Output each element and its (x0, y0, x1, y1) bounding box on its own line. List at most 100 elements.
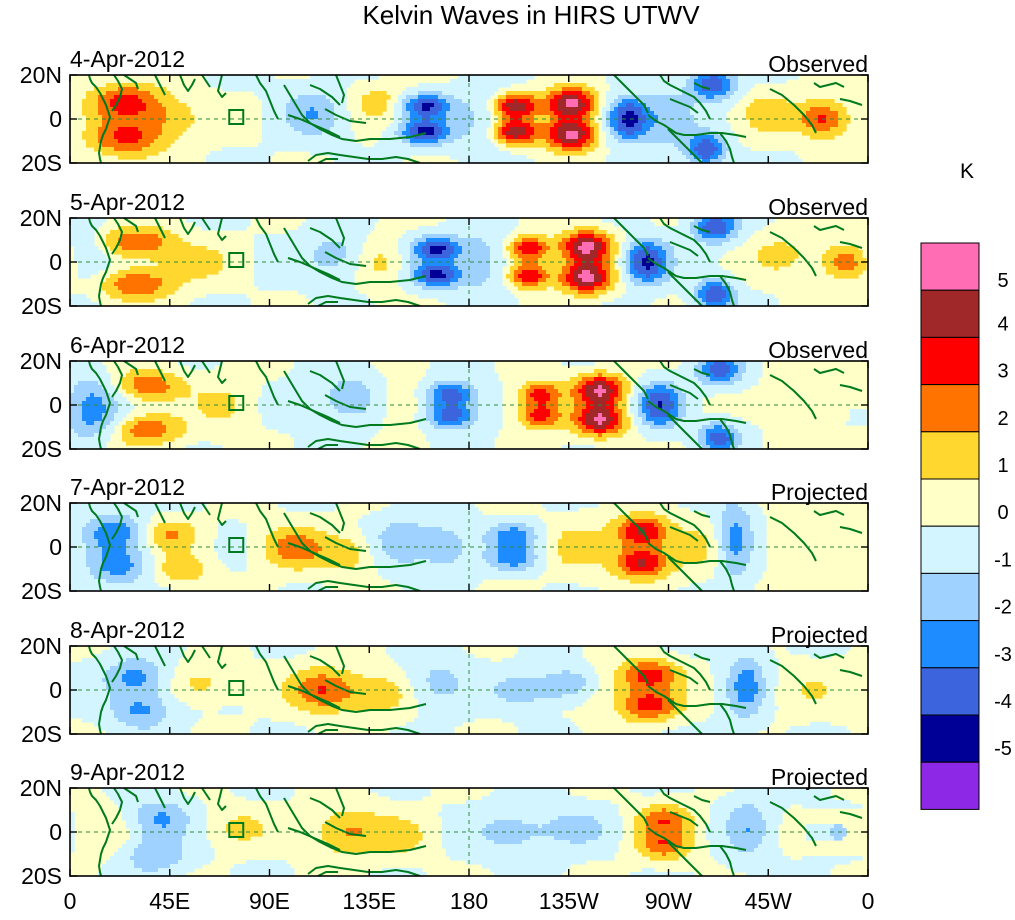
contour-cell (402, 99, 411, 104)
contour-cell (706, 361, 715, 366)
contour-cell (618, 563, 627, 568)
contour-cell (686, 79, 695, 84)
contour-cell (722, 547, 731, 552)
panel-status-label: Projected (771, 479, 868, 505)
contour-cell (422, 377, 499, 382)
contour-cell (142, 682, 159, 687)
contour-cell (110, 230, 171, 235)
contour-cell (114, 131, 143, 136)
contour-cell (414, 718, 475, 723)
contour-cell (546, 401, 559, 406)
contour-cell (726, 91, 735, 96)
contour-cell (70, 507, 203, 512)
contour-cell (614, 389, 619, 394)
contour-cell (114, 800, 203, 805)
contour-cell (70, 377, 111, 382)
contour-cell (586, 682, 599, 687)
contour-cell (626, 674, 639, 679)
contour-cell (546, 139, 555, 144)
contour-cell (710, 218, 723, 223)
contour-cell (346, 246, 363, 251)
contour-cell (406, 290, 511, 295)
contour-cell (602, 413, 611, 418)
contour-cell (742, 527, 751, 532)
contour-cell (574, 258, 583, 263)
contour-cell (630, 270, 639, 275)
contour-cell (526, 381, 579, 386)
colorbar-swatch (920, 384, 980, 433)
contour-cell (418, 83, 511, 88)
contour-cell (710, 515, 723, 520)
contour-cell (422, 250, 431, 255)
contour-cell (550, 91, 563, 96)
contour-cell (514, 242, 523, 247)
contour-cell (74, 246, 99, 251)
y-tick-label: 20S (21, 721, 62, 747)
contour-cell (98, 131, 115, 136)
contour-cell (630, 401, 639, 406)
contour-cell (606, 425, 615, 430)
contour-cell (82, 417, 103, 422)
contour-cell (658, 266, 667, 271)
contour-cell (530, 111, 555, 116)
contour-cell (334, 103, 347, 108)
contour-cell (626, 702, 639, 707)
contour-cell (162, 718, 199, 723)
contour-cell (670, 413, 679, 418)
y-tick-label: 0 (49, 106, 62, 132)
contour-cell (270, 531, 327, 536)
contour-cell (378, 792, 431, 797)
contour-cell (470, 389, 479, 394)
contour-cell (470, 413, 479, 418)
contour-cell (430, 441, 495, 446)
contour-cell (470, 381, 503, 386)
contour-cell (642, 262, 655, 267)
contour-cell (658, 559, 667, 564)
contour-cell (578, 417, 587, 422)
colorbar-swatch (920, 761, 980, 810)
contour-cell (726, 361, 735, 366)
contour-cell (578, 373, 599, 378)
contour-cell (558, 131, 567, 136)
contour-cell (594, 246, 603, 251)
contour-cell (118, 804, 143, 809)
contour-cell (418, 401, 427, 406)
contour-cell (338, 409, 367, 414)
contour-cell (670, 710, 683, 715)
contour-cell (390, 579, 483, 584)
contour-cell (162, 282, 183, 287)
contour-cell (514, 270, 523, 275)
contour-cell (398, 238, 415, 243)
contour-cell (750, 551, 767, 556)
contour-cell (670, 840, 683, 845)
contour-cell (494, 99, 499, 104)
contour-cell (626, 706, 639, 711)
contour-cell (658, 119, 695, 124)
contour-cell (438, 222, 519, 227)
contour-cell (830, 246, 859, 251)
contour-cell (282, 686, 299, 691)
contour-cell (702, 139, 711, 144)
contour-cell (498, 567, 527, 572)
contour-cell (222, 559, 247, 564)
contour-cell (318, 115, 335, 120)
contour-cell (414, 123, 439, 128)
contour-cell (734, 788, 831, 793)
contour-cell (638, 397, 643, 402)
contour-cell (730, 670, 743, 675)
colorbar-label: 1 (997, 455, 1008, 477)
contour-cell (526, 397, 535, 402)
contour-cell (126, 571, 143, 576)
contour-cell (630, 266, 635, 271)
contour-cell (122, 246, 159, 251)
contour-cell (466, 405, 479, 410)
contour-cell (710, 840, 731, 845)
contour-cell (494, 107, 499, 112)
contour-cell (518, 135, 531, 140)
contour-cell (642, 373, 695, 378)
contour-cell (102, 143, 151, 148)
contour-cell (74, 254, 107, 259)
index-box-marker (228, 680, 245, 696)
contour-cell (318, 543, 355, 548)
contour-cell (134, 377, 163, 382)
